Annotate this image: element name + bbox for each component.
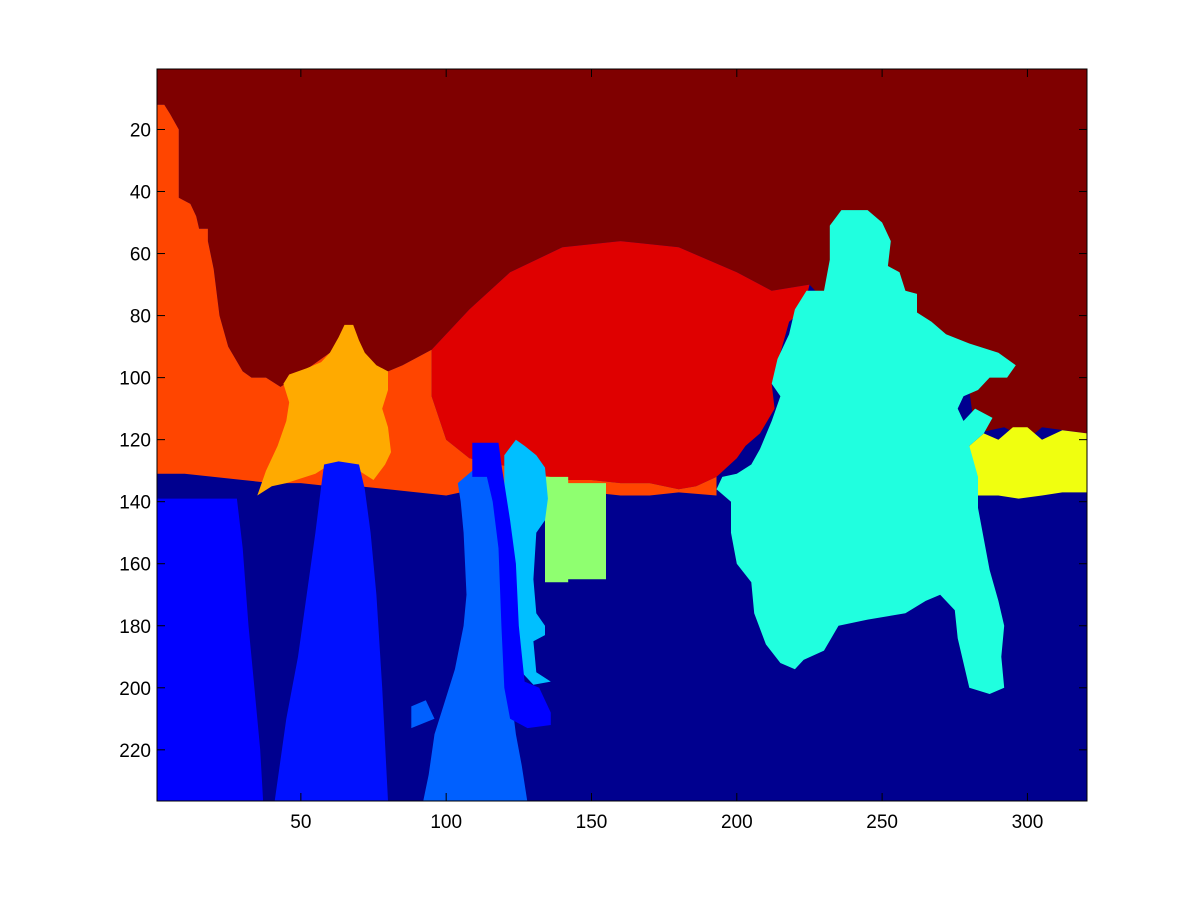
region-person bbox=[716, 210, 1016, 694]
y-tick-label: 140 bbox=[119, 493, 151, 514]
region-tall-post-blue-dark bbox=[472, 442, 551, 729]
plot-area bbox=[157, 69, 1087, 801]
x-tick-label: 100 bbox=[430, 812, 462, 833]
region-pole-left bbox=[157, 498, 264, 801]
x-tick-label: 50 bbox=[290, 812, 311, 833]
axes-frame bbox=[156, 68, 1088, 802]
x-tick-label: 200 bbox=[721, 812, 753, 833]
x-axis-ticks: 50 100 150 200 250 300 bbox=[290, 69, 1043, 833]
x-tick-label: 300 bbox=[1012, 812, 1044, 833]
region-right-plants bbox=[969, 427, 1087, 499]
y-tick-label: 100 bbox=[119, 369, 151, 390]
y-tick-label: 200 bbox=[119, 679, 151, 700]
y-tick-label: 180 bbox=[119, 617, 151, 638]
y-tick-label: 60 bbox=[130, 245, 151, 266]
y-tick-label: 220 bbox=[119, 741, 151, 762]
y-tick-label: 80 bbox=[130, 307, 151, 328]
y-tick-label: 120 bbox=[119, 431, 151, 452]
y-axis-ticks: 20 40 60 80 100 120 140 160 180 200 220 bbox=[119, 120, 1087, 762]
x-tick-label: 250 bbox=[866, 812, 898, 833]
y-tick-label: 20 bbox=[130, 120, 151, 141]
region-pole-mid-left-small bbox=[411, 700, 435, 729]
region-bush bbox=[257, 324, 391, 496]
x-tick-label: 150 bbox=[576, 812, 608, 833]
region-background-top bbox=[157, 69, 1087, 440]
region-pole-mid bbox=[274, 461, 388, 801]
y-tick-label: 40 bbox=[130, 183, 151, 204]
y-tick-label: 160 bbox=[119, 555, 151, 576]
region-sun bbox=[431, 241, 810, 490]
region-sign bbox=[545, 476, 606, 583]
